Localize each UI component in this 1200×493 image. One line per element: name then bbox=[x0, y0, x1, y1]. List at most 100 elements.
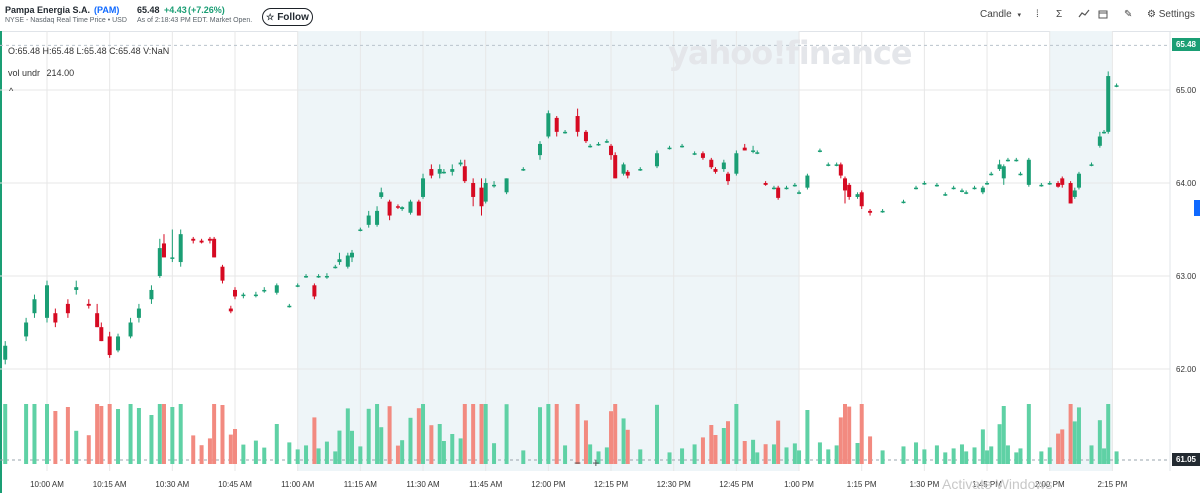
candle-body bbox=[408, 201, 413, 213]
candle-body bbox=[625, 171, 630, 176]
candle-body bbox=[997, 164, 1002, 170]
candle-body bbox=[721, 162, 726, 170]
candle-body bbox=[178, 234, 183, 263]
candle-body bbox=[324, 276, 329, 278]
candle-body bbox=[1089, 164, 1094, 166]
candle-body bbox=[951, 187, 956, 190]
x-tick-label: 1:15 PM bbox=[847, 480, 877, 489]
volume-bar bbox=[868, 436, 873, 464]
volume-bar bbox=[834, 445, 839, 464]
volume-value: 214.00 bbox=[46, 68, 75, 78]
candle-body bbox=[199, 240, 204, 243]
candle-body bbox=[734, 153, 739, 174]
candle-body bbox=[429, 169, 434, 176]
candle-body bbox=[980, 187, 985, 193]
zoom-in-button[interactable]: + bbox=[592, 456, 600, 470]
indicator-icon[interactable] bbox=[1078, 9, 1090, 22]
candle-body bbox=[1039, 184, 1044, 187]
volume-bar bbox=[253, 440, 258, 464]
volume-bar bbox=[805, 410, 810, 464]
volume-bar bbox=[128, 404, 133, 464]
grid-lines bbox=[0, 31, 1171, 471]
x-tick-label: 10:45 AM bbox=[218, 480, 252, 489]
volume-bar bbox=[784, 447, 789, 464]
sigma-icon[interactable]: Σ bbox=[1056, 9, 1063, 20]
candle-body bbox=[170, 257, 175, 259]
x-tick-label: 11:00 AM bbox=[281, 480, 315, 489]
collapse-indicator-button[interactable]: ^ bbox=[9, 86, 14, 96]
volume-bar bbox=[349, 430, 354, 464]
volume-bar bbox=[989, 446, 994, 464]
candle-body bbox=[1072, 190, 1077, 197]
candle-body bbox=[751, 150, 756, 152]
volume-bar bbox=[859, 404, 864, 464]
candle-body bbox=[337, 259, 342, 263]
volume-bar bbox=[65, 407, 70, 464]
x-tick-label: 10:30 AM bbox=[155, 480, 189, 489]
candle-body bbox=[776, 187, 781, 198]
candle-body bbox=[914, 187, 919, 190]
candle-body bbox=[763, 183, 768, 185]
volume-bar bbox=[1047, 447, 1052, 464]
volume-bar bbox=[583, 420, 588, 464]
gear-icon: ⚙ bbox=[1147, 9, 1156, 20]
candle-body bbox=[855, 194, 860, 197]
candle-body bbox=[713, 169, 718, 172]
x-axis: 10:00 AM 10:15 AM 10:30 AM 10:45 AM 11:00 AM… bbox=[30, 480, 1128, 489]
candle-body bbox=[136, 308, 141, 318]
candle-body bbox=[345, 255, 350, 267]
x-tick-label: 12:45 PM bbox=[719, 480, 754, 489]
candle-body bbox=[805, 175, 810, 188]
volume-bar bbox=[943, 452, 948, 464]
volume-bar bbox=[458, 438, 463, 464]
draw-icon[interactable]: ✎ bbox=[1124, 9, 1133, 20]
volume-label: vol undr bbox=[8, 68, 41, 78]
chart-type-select[interactable]: Candle ▾ bbox=[980, 9, 1021, 20]
ticker-symbol[interactable]: (PAM) bbox=[94, 5, 120, 15]
candle-body bbox=[1056, 183, 1061, 187]
volume-bar bbox=[1001, 406, 1006, 464]
candle-body bbox=[304, 276, 309, 278]
volume-bar bbox=[99, 406, 104, 464]
volume-bar bbox=[136, 408, 141, 464]
volume-bar bbox=[1097, 420, 1102, 464]
candle-body bbox=[563, 131, 568, 134]
candle-body bbox=[521, 169, 526, 171]
volume-bar bbox=[1106, 404, 1111, 464]
candle-body bbox=[972, 187, 977, 190]
candle-body bbox=[458, 162, 463, 165]
follow-button[interactable]: ☆ Follow bbox=[262, 8, 313, 26]
volume-bar bbox=[625, 429, 630, 464]
zoom-out-button[interactable]: − bbox=[574, 456, 582, 470]
x-tick-label: 11:15 AM bbox=[344, 480, 378, 489]
calendar-icon-glyph bbox=[1098, 10, 1108, 19]
candle-body bbox=[262, 289, 267, 292]
scroll-handle[interactable] bbox=[1194, 200, 1200, 216]
last-price-tag: 65.48 bbox=[1172, 38, 1200, 52]
x-tick-label: 1:30 PM bbox=[909, 480, 939, 489]
compare-icon[interactable]: ⁞ bbox=[1036, 9, 1039, 20]
volume-bar bbox=[3, 404, 8, 464]
candle-body bbox=[274, 285, 279, 293]
volume-bar bbox=[855, 443, 860, 464]
settings-button[interactable]: ⚙ Settings bbox=[1147, 9, 1195, 20]
volume-bar bbox=[233, 429, 238, 464]
candle-body bbox=[847, 184, 852, 197]
candle-body bbox=[575, 116, 580, 132]
volume-bar bbox=[333, 451, 338, 464]
candle-body bbox=[817, 150, 822, 152]
volume-bar bbox=[437, 424, 442, 464]
candle-body bbox=[709, 159, 714, 168]
volume-bar bbox=[421, 404, 426, 464]
candle-body bbox=[1014, 159, 1019, 162]
candle-body bbox=[638, 169, 643, 171]
volume-bar bbox=[1072, 421, 1077, 464]
volume-bar bbox=[178, 404, 183, 464]
follow-label: Follow bbox=[277, 11, 309, 23]
volume-bar bbox=[207, 438, 212, 464]
calendar-icon[interactable] bbox=[1098, 9, 1108, 22]
candle-body bbox=[964, 192, 969, 194]
candle-body bbox=[462, 166, 467, 182]
volume-bar bbox=[604, 447, 609, 464]
